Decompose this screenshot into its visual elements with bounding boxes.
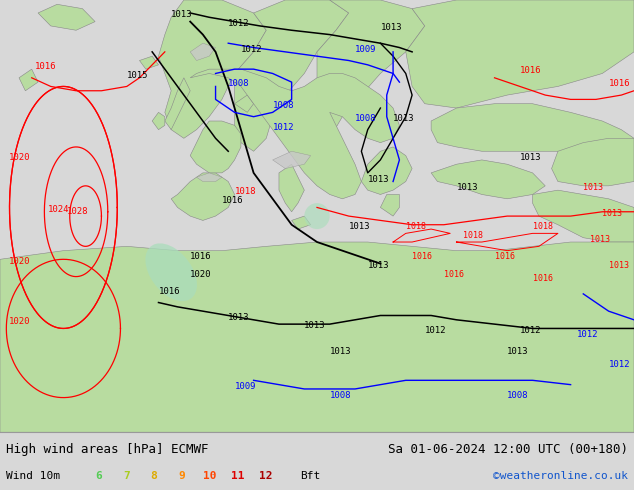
- Text: 1013: 1013: [228, 313, 250, 322]
- Text: 1013: 1013: [602, 209, 623, 218]
- Text: 1016: 1016: [609, 79, 630, 88]
- Text: 1016: 1016: [222, 196, 243, 205]
- Text: 1008: 1008: [330, 391, 351, 400]
- Text: Wind 10m: Wind 10m: [6, 470, 60, 481]
- Text: 1013: 1013: [330, 347, 351, 356]
- Text: 1018: 1018: [533, 222, 553, 231]
- Polygon shape: [235, 95, 254, 112]
- Polygon shape: [304, 0, 425, 151]
- Text: 1013: 1013: [609, 261, 629, 270]
- Polygon shape: [0, 242, 634, 432]
- Text: 11: 11: [231, 470, 245, 481]
- Ellipse shape: [145, 244, 197, 301]
- Text: 1020: 1020: [190, 270, 212, 279]
- Polygon shape: [406, 0, 634, 108]
- Polygon shape: [190, 121, 241, 173]
- Text: 1020: 1020: [9, 257, 30, 266]
- Text: 1018: 1018: [406, 222, 426, 231]
- Polygon shape: [273, 151, 311, 169]
- Text: 1013: 1013: [304, 321, 326, 330]
- Polygon shape: [533, 190, 634, 242]
- Text: 1013: 1013: [171, 10, 193, 19]
- Polygon shape: [279, 164, 304, 212]
- Text: 1013: 1013: [456, 183, 478, 192]
- Polygon shape: [190, 43, 216, 60]
- Text: 1016: 1016: [35, 62, 56, 71]
- Text: 1012: 1012: [520, 326, 541, 335]
- Text: 8: 8: [151, 470, 157, 481]
- Text: 1013: 1013: [520, 153, 541, 162]
- Text: 1016: 1016: [520, 67, 541, 75]
- Text: 1013: 1013: [349, 222, 370, 231]
- Text: 1008: 1008: [355, 114, 377, 123]
- Text: 1013: 1013: [590, 235, 610, 244]
- Text: 1020: 1020: [9, 317, 30, 326]
- Polygon shape: [431, 160, 545, 199]
- Text: 7: 7: [123, 470, 129, 481]
- Text: 1024: 1024: [48, 205, 69, 214]
- Text: 1018: 1018: [463, 231, 483, 240]
- Text: 1013: 1013: [380, 23, 402, 32]
- Text: 1016: 1016: [533, 274, 553, 283]
- Text: 1013: 1013: [507, 347, 529, 356]
- Text: 1018: 1018: [235, 188, 256, 196]
- Text: 1012: 1012: [609, 360, 630, 369]
- Text: 12: 12: [259, 470, 273, 481]
- Text: 6: 6: [95, 470, 101, 481]
- Polygon shape: [190, 69, 399, 199]
- Polygon shape: [292, 216, 311, 229]
- Polygon shape: [158, 0, 266, 138]
- Polygon shape: [361, 147, 412, 195]
- Polygon shape: [552, 138, 634, 186]
- Polygon shape: [171, 173, 235, 220]
- Ellipse shape: [304, 203, 330, 229]
- Text: 1013: 1013: [393, 114, 415, 123]
- Text: Sa 01-06-2024 12:00 UTC (00+180): Sa 01-06-2024 12:00 UTC (00+180): [387, 442, 628, 456]
- Text: ©weatheronline.co.uk: ©weatheronline.co.uk: [493, 470, 628, 481]
- Text: 1013: 1013: [368, 261, 389, 270]
- Text: 1016: 1016: [158, 287, 180, 296]
- Text: 1008: 1008: [228, 79, 250, 88]
- Polygon shape: [38, 4, 95, 30]
- Text: 9: 9: [179, 470, 185, 481]
- Polygon shape: [380, 195, 399, 216]
- Polygon shape: [152, 112, 165, 130]
- Polygon shape: [165, 78, 190, 130]
- Text: 1008: 1008: [273, 101, 294, 110]
- Text: 1016: 1016: [190, 252, 212, 261]
- Text: 1012: 1012: [425, 326, 446, 335]
- Text: 1012: 1012: [241, 45, 262, 54]
- Text: 1028: 1028: [67, 207, 88, 216]
- Polygon shape: [197, 173, 222, 181]
- Text: 1012: 1012: [228, 19, 250, 28]
- Polygon shape: [19, 69, 38, 91]
- Text: 1013: 1013: [583, 183, 604, 192]
- Text: 1008: 1008: [507, 391, 529, 400]
- Text: 1020: 1020: [9, 153, 30, 162]
- Text: 1015: 1015: [127, 71, 148, 80]
- Text: High wind areas [hPa] ECMWF: High wind areas [hPa] ECMWF: [6, 442, 209, 456]
- Text: 10: 10: [203, 470, 217, 481]
- Text: 1009: 1009: [235, 382, 256, 391]
- Text: 1013: 1013: [368, 174, 389, 184]
- Text: 1016: 1016: [495, 252, 515, 261]
- Text: 1016: 1016: [444, 270, 464, 279]
- Text: Bft: Bft: [300, 470, 320, 481]
- Polygon shape: [139, 56, 158, 69]
- Polygon shape: [235, 0, 349, 151]
- Text: 1012: 1012: [577, 330, 598, 339]
- Text: 1016: 1016: [412, 252, 432, 261]
- Text: 1012: 1012: [273, 122, 294, 132]
- Text: 1009: 1009: [355, 45, 377, 54]
- Polygon shape: [431, 104, 634, 156]
